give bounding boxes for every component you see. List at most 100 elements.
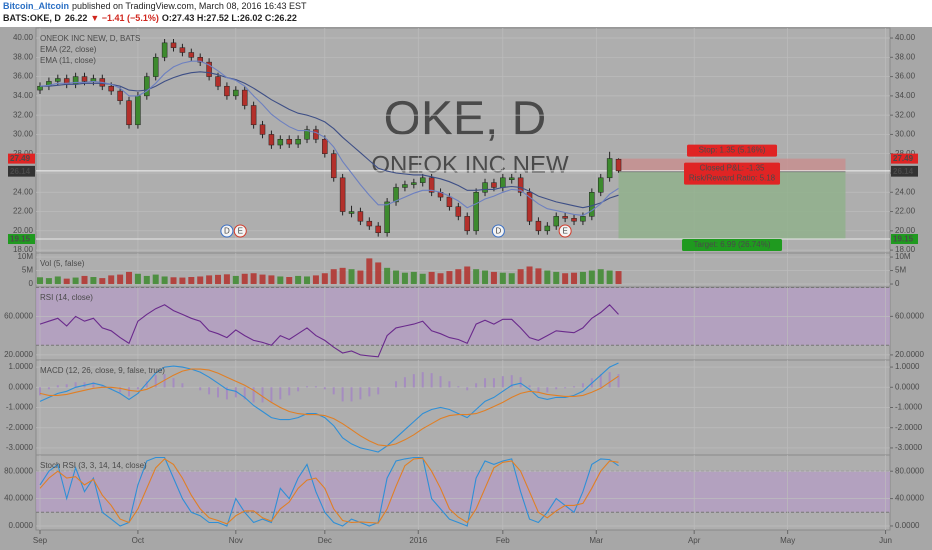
candle-body bbox=[197, 57, 203, 63]
volume-bar bbox=[117, 274, 124, 285]
candle-body bbox=[411, 182, 417, 185]
volume-bar bbox=[579, 271, 586, 285]
y-tick-label-right: 28.00 bbox=[895, 149, 916, 158]
histogram-bar bbox=[136, 387, 139, 390]
volume-bar bbox=[401, 272, 408, 285]
histogram-bar bbox=[412, 374, 415, 388]
volume-bar bbox=[179, 277, 186, 285]
histogram-bar bbox=[92, 382, 95, 388]
volume-bar bbox=[490, 271, 497, 285]
histogram-bar bbox=[359, 387, 362, 400]
y-tick-label-right: 0 bbox=[895, 279, 900, 288]
candle-body bbox=[126, 100, 132, 126]
histogram-bar bbox=[448, 381, 451, 388]
target-label-box bbox=[682, 239, 783, 252]
y-tick-label-right: 34.00 bbox=[895, 91, 916, 100]
volume-bar bbox=[250, 273, 257, 285]
volume-bar bbox=[54, 276, 61, 285]
y-tick-label-right: 36.00 bbox=[895, 72, 916, 81]
candle-body bbox=[152, 57, 159, 77]
histogram-bar bbox=[484, 378, 487, 388]
legend-entry: EMA (22, close) bbox=[40, 45, 97, 54]
y-tick-label-left: 5M bbox=[22, 266, 33, 275]
histogram-bar bbox=[537, 387, 540, 393]
histogram-bar bbox=[395, 381, 398, 388]
histogram-bar bbox=[128, 387, 131, 397]
y-tick-label-right: 24.00 bbox=[895, 187, 916, 196]
candle-body bbox=[500, 177, 506, 188]
volume-bar bbox=[526, 266, 533, 285]
histogram-bar bbox=[314, 386, 317, 388]
candle-body bbox=[322, 138, 328, 154]
price-marker-label: 27.49 bbox=[10, 154, 31, 163]
histogram-bar bbox=[599, 374, 602, 388]
publish-line: Bitcoin_Altcoin published on TradingView.… bbox=[3, 1, 307, 11]
candle-body bbox=[161, 42, 168, 58]
y-tick-label-right: 10M bbox=[895, 252, 911, 261]
pane-title: Vol (5, false) bbox=[40, 259, 85, 268]
pane-title: MACD (12, 26, close, 9, false, true) bbox=[40, 366, 165, 375]
volume-bar bbox=[223, 274, 230, 285]
histogram-bar bbox=[39, 387, 42, 396]
y-tick-label-left: -3.0000 bbox=[6, 443, 34, 452]
volume-bar bbox=[615, 271, 622, 285]
candle-body bbox=[144, 76, 150, 97]
candle-body bbox=[366, 220, 373, 227]
histogram-bar bbox=[252, 387, 255, 403]
volume-bar bbox=[393, 270, 400, 285]
pane-title: Stoch RSI (3, 3, 14, 14, close) bbox=[40, 461, 147, 470]
candle-body bbox=[455, 206, 462, 217]
band bbox=[36, 471, 890, 513]
volume-bar bbox=[455, 269, 462, 285]
price-marker-right bbox=[891, 166, 918, 177]
candle-body bbox=[553, 216, 559, 227]
series-line bbox=[39, 457, 619, 525]
candle-body bbox=[464, 216, 470, 232]
volume-bar bbox=[304, 276, 311, 285]
candle-body bbox=[135, 95, 141, 126]
y-tick-label-right: 60.0000 bbox=[895, 311, 924, 320]
published: published on TradingView.com, March 08, … bbox=[72, 1, 307, 11]
x-tick-label: Apr bbox=[688, 536, 701, 545]
histogram-bar bbox=[528, 385, 531, 388]
y-tick-label-left: 60.0000 bbox=[4, 311, 33, 320]
histogram-bar bbox=[306, 386, 309, 388]
candle-body bbox=[241, 89, 248, 106]
volume-bar bbox=[37, 277, 44, 285]
histogram-bar bbox=[181, 383, 184, 388]
histogram-bar bbox=[288, 387, 291, 396]
volume-bar bbox=[268, 275, 275, 285]
stop-label-box bbox=[687, 144, 778, 157]
y-tick-label-right: 0.0000 bbox=[895, 521, 920, 530]
histogram-bar bbox=[47, 387, 50, 390]
candle-body bbox=[170, 42, 177, 48]
price-marker-label: 27.49 bbox=[893, 154, 914, 163]
histogram-bar bbox=[341, 387, 344, 402]
volume-bar bbox=[544, 270, 551, 285]
x-tick-label: Oct bbox=[132, 536, 145, 545]
candle-body bbox=[304, 129, 310, 140]
pnl-label: Closed P&L: -1.35 bbox=[700, 164, 765, 173]
y-tick-label-left: 20.0000 bbox=[4, 350, 33, 359]
candle-body bbox=[81, 76, 88, 82]
candle-body bbox=[402, 184, 408, 188]
series-line bbox=[39, 456, 619, 527]
volume-bar bbox=[366, 258, 373, 285]
volume-bar bbox=[588, 270, 595, 285]
volume-bar bbox=[286, 277, 293, 285]
y-tick-label-left: 40.00 bbox=[13, 33, 34, 42]
legend-entry: EMA (11, close) bbox=[40, 56, 96, 65]
y-tick-label-left: 40.0000 bbox=[4, 494, 33, 503]
volume-bar bbox=[90, 277, 97, 285]
series-line bbox=[39, 60, 619, 216]
y-tick-label-left: 1.0000 bbox=[9, 362, 34, 371]
price-marker-label: 26.14 bbox=[10, 167, 31, 176]
histogram-bar bbox=[101, 385, 104, 388]
volume-bar bbox=[606, 270, 613, 285]
volume-bar bbox=[241, 273, 248, 285]
histogram-bar bbox=[234, 387, 237, 398]
author[interactable]: Bitcoin_Altcoin bbox=[3, 1, 69, 11]
event-label: D bbox=[495, 227, 501, 236]
price-marker-left bbox=[8, 153, 35, 164]
